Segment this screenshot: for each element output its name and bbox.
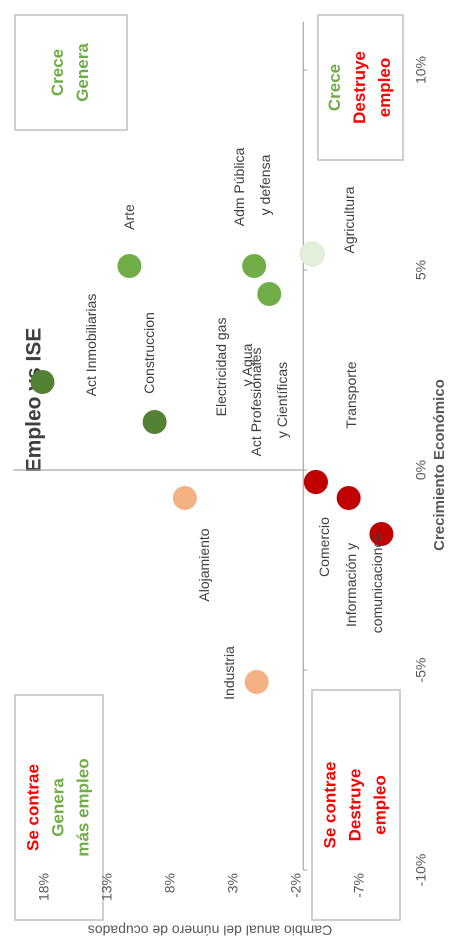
quadrant-text: empleo	[370, 775, 389, 835]
quadrant-text: Destruye	[350, 51, 369, 124]
label-line: Construccion	[141, 312, 157, 394]
label-line: Act Profesionales	[248, 344, 264, 457]
data-point	[336, 486, 361, 510]
x-tick-label: 5%	[413, 260, 429, 280]
chart-title: Empleo vs ISE	[23, 328, 46, 473]
quadrant-text: Se contrae	[320, 762, 339, 849]
label-line: Act Inmobiliarias	[83, 294, 99, 397]
y-tick-label: 3%	[225, 873, 241, 893]
quadrant-text: más empleo	[73, 758, 92, 856]
point-label: Act Profesionales y Científicas	[248, 344, 290, 457]
x-tick-label: 10%	[413, 56, 429, 84]
point-label: Información y comunicaciones	[343, 533, 385, 633]
rotated-plot: Empleo vs ISE Crecimiento Económico Camb…	[13, 14, 448, 938]
point-label: Agricultura	[341, 186, 357, 253]
y-axis-title: Cambio anual del número de ocupados	[88, 922, 332, 938]
data-point	[172, 486, 197, 510]
data-point	[242, 254, 267, 278]
label-line: y Agua	[239, 343, 255, 386]
quadrant-text: Genera	[48, 778, 67, 837]
point-label: Industria	[221, 646, 237, 700]
label-line: y defensa	[257, 154, 273, 215]
point-label: Electricidad gas y Agua	[213, 314, 255, 417]
y-tick-label: -7%	[351, 873, 367, 898]
label-line: Transporte	[343, 361, 359, 428]
quadrant-box	[311, 689, 401, 921]
data-point	[299, 241, 325, 267]
label-line: y Científicas	[274, 362, 290, 438]
quadrant-text: Crece	[325, 64, 344, 111]
data-point	[30, 370, 55, 394]
label-line: comunicaciones	[369, 533, 385, 633]
label-line: Industria	[221, 646, 237, 700]
label-line: Agricultura	[341, 186, 357, 253]
point-label: Transporte	[343, 361, 359, 428]
data-point	[117, 254, 142, 278]
data-point	[303, 470, 328, 494]
quadrant-text: Genera	[73, 43, 92, 102]
quadrant-text: Destruye	[345, 769, 364, 842]
label-line: Electricidad gas	[213, 314, 229, 417]
y-tick-label: 18%	[36, 873, 52, 901]
data-point	[244, 670, 269, 694]
label-line: Adm Pública	[231, 144, 247, 226]
point-label: Adm Pública y defensa	[231, 144, 273, 226]
x-tick-label: -10%	[413, 854, 429, 887]
point-label: Alojamiento	[196, 528, 212, 601]
label-line: Comercio	[316, 517, 332, 577]
label-line: Arte	[121, 204, 137, 230]
point-label: Arte	[121, 204, 137, 230]
y-tick-label: -2%	[288, 873, 304, 898]
quadrant-box	[14, 694, 104, 921]
data-point	[369, 522, 394, 546]
data-point	[142, 410, 167, 434]
y-tick-label: 13%	[99, 873, 115, 901]
point-label: Construccion	[141, 312, 157, 394]
quadrant-box	[317, 14, 404, 161]
x-axis-title: Crecimiento Económico	[431, 379, 448, 551]
label-line: Información y	[343, 539, 359, 627]
x-tick-label: -5%	[413, 658, 429, 683]
y-tick-label: 8%	[162, 873, 178, 893]
label-line: Alojamiento	[196, 528, 212, 601]
quadrant-text: Crece	[48, 49, 67, 96]
x-tick-label: 0%	[413, 460, 429, 480]
quadrant-box	[14, 14, 128, 131]
point-label: Comercio	[316, 517, 332, 577]
data-point	[257, 282, 282, 306]
quadrant-text: Se contrae	[23, 764, 42, 851]
point-label: Act Inmobiliarias	[83, 294, 99, 397]
quadrant-text: empleo	[375, 58, 394, 118]
